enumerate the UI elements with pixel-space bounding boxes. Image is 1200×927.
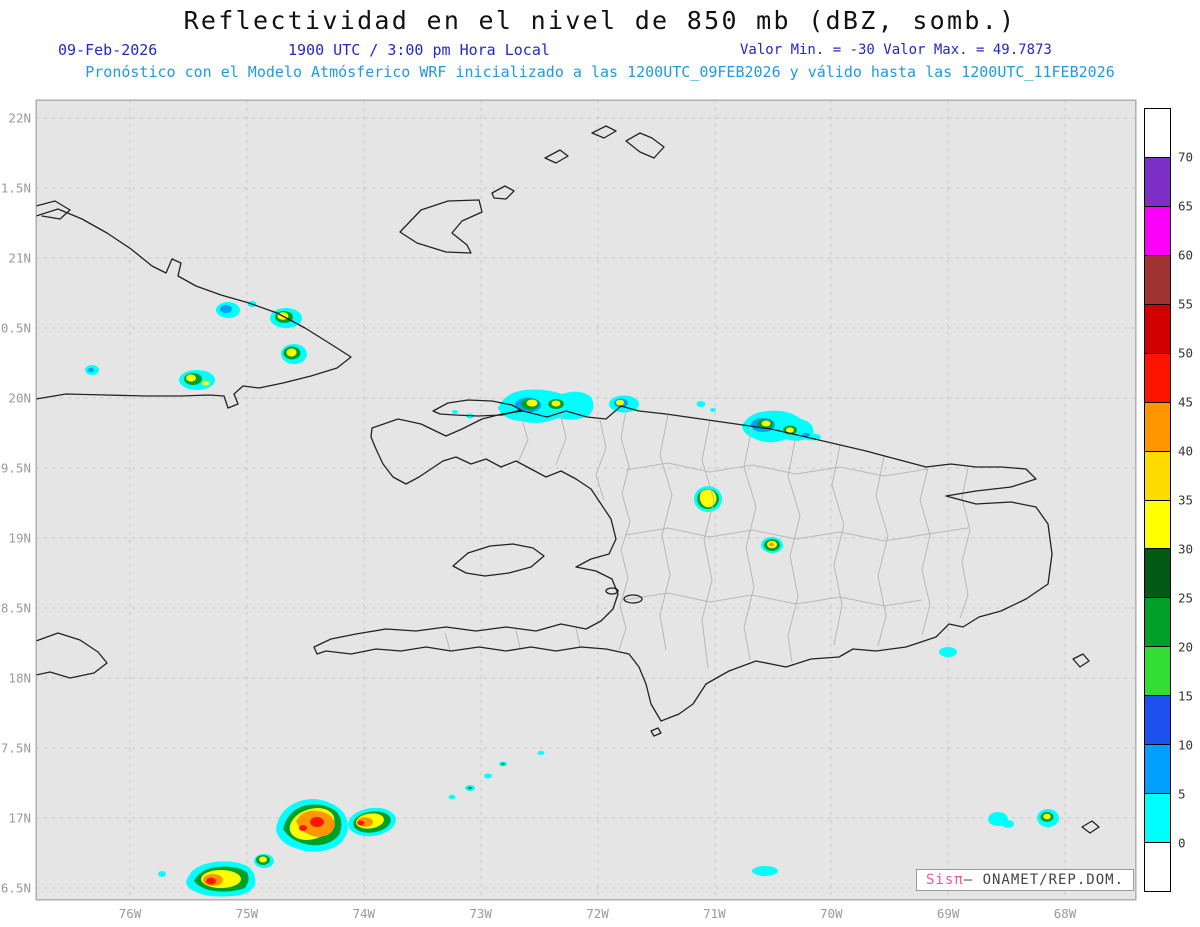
colorbar-segment [1145,794,1170,844]
colorbar-tick-label: 60 [1178,247,1194,263]
lat-axis: 22N 21.5N 21N 20.5N 20N 19.5N 19N 18.5N 18N 17.5N… [0,0,33,927]
colorbar-tick-label: 15 [1178,688,1194,704]
lon-tick-label: 69W [936,906,960,921]
lat-tick-label: 19N [8,530,31,546]
lat-tick-label: 17N [8,810,31,826]
valid-time: 1900 UTC / 3:00 pm Hora Local [288,41,550,59]
watermark-suffix: – ONAMET/REP.DOM. [963,872,1125,888]
page-title: Reflectividad en el nivel de 850 mb (dBZ… [183,6,1017,35]
map-plot-area [36,100,1136,900]
colorbar-segment [1145,745,1170,795]
lat-tick-label: 20.5N [0,320,31,336]
lon-tick-label: 75W [235,906,259,921]
colorbar-segment [1145,255,1170,305]
lat-tick-label: 18N [8,670,31,686]
colorbar-tick-label: 35 [1178,492,1194,508]
lat-tick-label: 18.5N [0,600,31,616]
lon-tick-label: 73W [469,906,492,921]
lat-tick-label: 21.5N [0,180,31,196]
colorbar-segment [1145,696,1170,746]
lon-tick-label: 70W [819,906,843,921]
colorbar-tick-label: 30 [1178,541,1194,557]
admin-boundaries [444,409,971,669]
lat-tick-label: 21N [8,250,31,266]
lat-tick-label: 20N [8,390,31,406]
lat-tick-label: 22N [8,110,31,126]
colorbar-segment [1145,647,1170,697]
colorbar-bar [1144,108,1171,892]
run-date: 09-Feb-2026 [58,41,158,59]
colorbar-segment [1145,402,1170,452]
lat-tick-label: 19.5N [0,460,31,476]
colorbar-segment [1145,109,1170,158]
reflectivity-echoes [85,301,1059,897]
plot-frame [35,99,1137,901]
colorbar-tick-label: 55 [1178,296,1194,312]
lat-tick-label: 17.5N [0,740,31,756]
lon-tick-label: 72W [586,906,609,921]
watermark-box: Sisπ– ONAMET/REP.DOM. [916,869,1135,891]
colorbar-tick-label: 5 [1178,786,1186,802]
colorbar-segment [1145,549,1170,599]
colorbar-tick-label: 45 [1178,394,1194,410]
colorbar-tick-label: 25 [1178,590,1194,606]
colorbar-tick-label: 40 [1178,443,1194,459]
colorbar-segment [1145,598,1170,648]
lat-tick-label: 16.5N [0,880,31,896]
watermark-brand: Sisπ [926,872,964,888]
value-min-max: Valor Min. = -30 Valor Max. = 49.7873 [740,42,1052,58]
colorbar-segment [1145,157,1170,207]
colorbar-segment [1145,843,1170,891]
colorbar: 70 65 60 55 50 45 40 35 30 25 20 15 10 5 0 [1144,108,1200,892]
colorbar-tick-label: 50 [1178,345,1194,361]
colorbar-tick-label: 0 [1178,835,1186,851]
colorbar-segment [1145,451,1170,501]
colorbar-segment [1145,304,1170,354]
forecast-description: Pronóstico con el Modelo Atmósferico WRF… [85,63,1115,81]
colorbar-segment [1145,353,1170,403]
colorbar-tick-label: 10 [1178,737,1194,753]
colorbar-segment [1145,500,1170,550]
lon-tick-label: 71W [703,906,726,921]
lon-tick-label: 76W [118,906,142,921]
lon-tick-label: 74W [352,906,376,921]
colorbar-tick-label: 70 [1178,149,1194,165]
colorbar-tick-label: 65 [1178,198,1194,214]
grid-lines [36,100,1136,900]
lon-tick-label: 68W [1053,906,1077,921]
lon-axis: 76W 75W 74W 73W 72W 71W 70W 69W 68W [0,906,1200,926]
colorbar-segment [1145,206,1170,256]
coastlines [36,125,1100,834]
colorbar-tick-label: 20 [1178,639,1194,655]
